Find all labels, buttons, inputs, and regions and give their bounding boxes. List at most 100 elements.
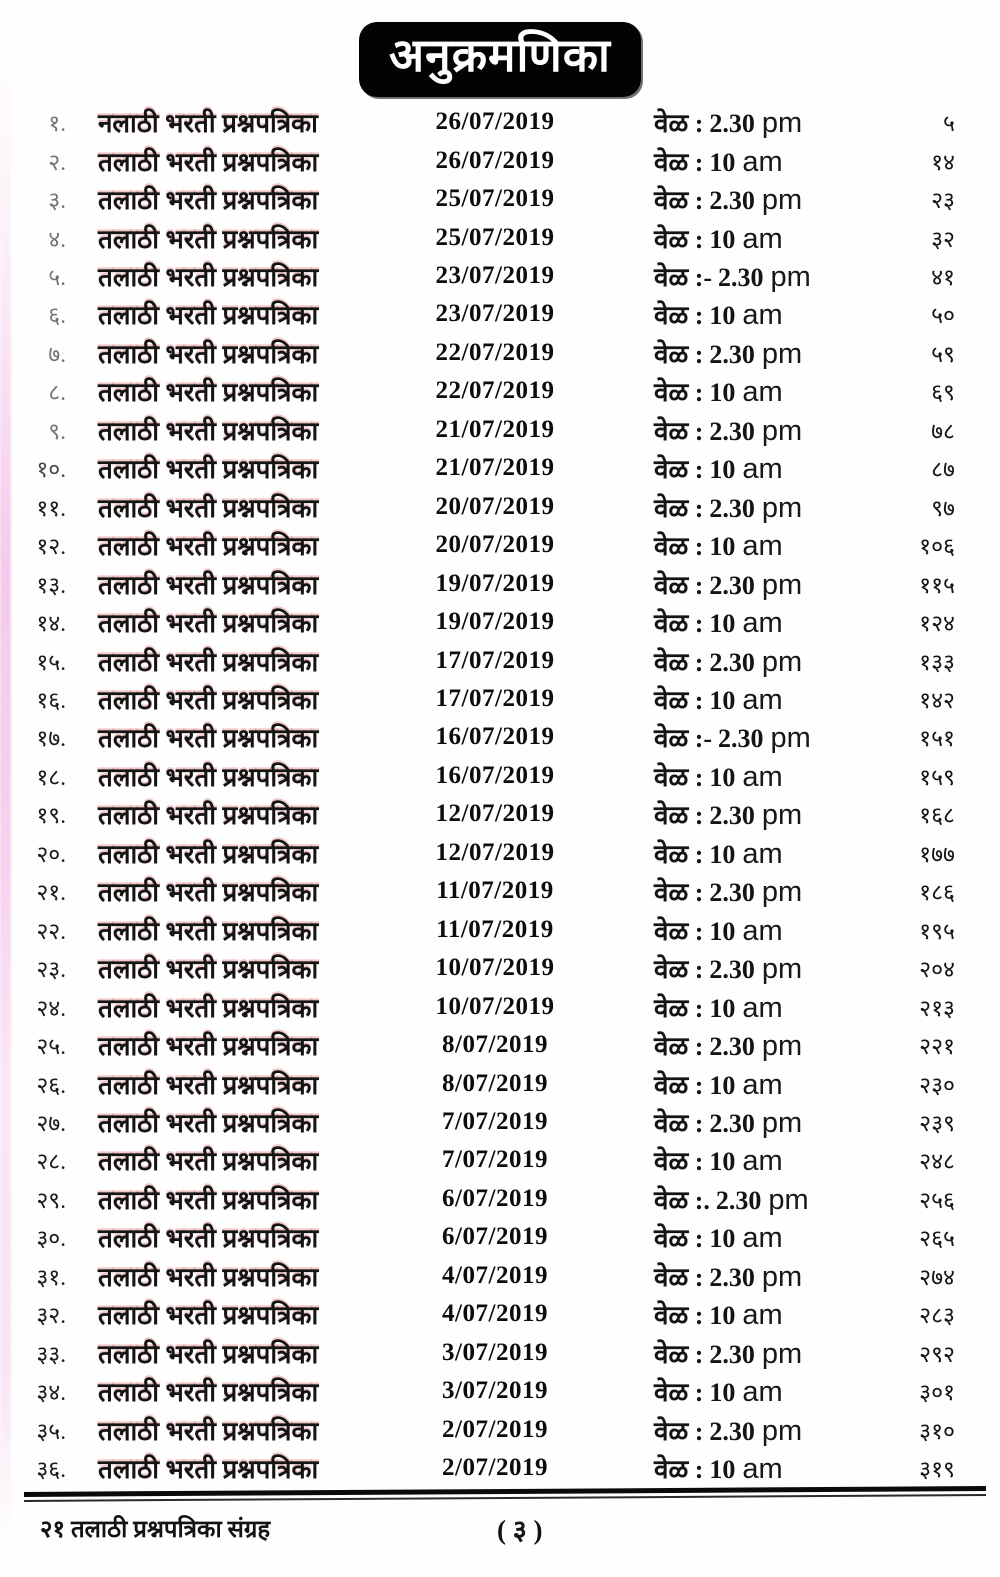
- row-title: तलाठी भरती प्रश्नपत्रिका: [98, 1455, 319, 1485]
- row-page: ११५: [919, 572, 955, 598]
- time-value: 10: [709, 1070, 736, 1100]
- row-date: 20/07/2019: [435, 531, 555, 559]
- time-value: 10: [709, 993, 736, 1023]
- footer-book-title: २१ तलाठी प्रश्नपत्रिका संग्रह: [40, 1517, 271, 1543]
- row-time: वेळ :10 am: [620, 835, 870, 871]
- row-date: 2/07/2019: [442, 1454, 548, 1482]
- time-ampm: pm: [761, 1337, 803, 1370]
- row-date: 4/07/2019: [442, 1300, 548, 1328]
- table-row: १३. तलाठी भरती प्रश्नपत्रिका 19/07/2019 …: [0, 564, 1000, 602]
- row-time: वेळ :2.30 pm: [620, 489, 870, 525]
- table-row: १२. तलाठी भरती प्रश्नपत्रिका 20/07/2019 …: [0, 526, 1000, 564]
- time-label: वेळ :.: [654, 1185, 710, 1215]
- row-title: तलाठी भरती प्रश्नपत्रिका: [98, 609, 319, 639]
- row-serial: १४.: [36, 611, 66, 637]
- row-page: १९५: [919, 918, 955, 944]
- row-title: तलाठी भरती प्रश्नपत्रिका: [98, 955, 319, 985]
- row-date: 8/07/2019: [442, 1069, 548, 1097]
- row-serial: २५.: [36, 1034, 66, 1060]
- row-time: वेळ :10 am: [620, 450, 870, 486]
- time-label: वेळ :: [654, 147, 704, 177]
- time-label: वेळ :: [654, 1070, 704, 1100]
- time-ampm: am: [742, 145, 783, 178]
- row-title: तलाठी भरती प्रश्नपत्रिका: [98, 1147, 319, 1177]
- row-time: वेळ :10 am: [620, 1450, 870, 1486]
- row-time: वेळ :10 am: [620, 758, 870, 794]
- row-serial: २.: [48, 149, 66, 175]
- row-page: ९७: [931, 495, 955, 521]
- time-label: वेळ :: [654, 109, 704, 139]
- row-title: तलाठी भरती प्रश्नपत्रिका: [98, 647, 319, 677]
- time-label: वेळ :: [654, 609, 704, 639]
- row-title: तलाठी भरती प्रश्नपत्रिका: [98, 993, 319, 1023]
- page-footer: २१ तलाठी प्रश्नपत्रिका संग्रह ( ३ ): [0, 1510, 1000, 1560]
- table-row: ३३. तलाठी भरती प्रश्नपत्रिका 3/07/2019 व…: [0, 1334, 1000, 1372]
- row-page: २५६: [919, 1187, 955, 1213]
- time-ampm: pm: [761, 337, 803, 370]
- row-time: वेळ :10 am: [620, 527, 870, 563]
- time-label: वेळ :: [654, 1032, 704, 1062]
- time-value: 2.30: [718, 263, 764, 293]
- time-value: 10: [709, 1224, 736, 1254]
- index-table: १. नलाठी भरती प्रश्नपत्रिका 26/07/2019 व…: [0, 103, 1000, 1487]
- table-row: १५. तलाठी भरती प्रश्नपत्रिका 17/07/2019 …: [0, 641, 1000, 679]
- row-page: २२१: [919, 1034, 955, 1060]
- time-ampm: pm: [761, 1414, 803, 1447]
- row-date: 2/07/2019: [442, 1415, 548, 1443]
- row-time: वेळ :2.30 pm: [620, 335, 870, 371]
- row-date: 6/07/2019: [442, 1184, 548, 1212]
- row-page: २८३: [919, 1303, 955, 1329]
- row-page: १४: [931, 149, 955, 175]
- row-date: 23/07/2019: [435, 300, 555, 328]
- row-date: 16/07/2019: [435, 761, 555, 789]
- row-serial: २९.: [36, 1187, 66, 1213]
- table-row: २५. तलाठी भरती प्रश्नपत्रिका 8/07/2019 व…: [0, 1026, 1000, 1064]
- row-date: 22/07/2019: [435, 377, 555, 405]
- row-date: 23/07/2019: [435, 262, 555, 290]
- row-serial: ३३.: [36, 1341, 66, 1367]
- row-date: 11/07/2019: [436, 915, 554, 943]
- row-serial: १८.: [36, 764, 66, 790]
- time-label: वेळ :: [654, 647, 704, 677]
- row-time: वेळ :- 2.30 pm: [620, 258, 870, 294]
- time-value: 2.30: [709, 647, 755, 677]
- time-value: 2.30: [709, 493, 755, 523]
- row-page: ५९: [931, 341, 955, 367]
- time-value: 2.30: [715, 1185, 762, 1215]
- time-label: वेळ :: [654, 301, 704, 331]
- time-value: 10: [709, 1378, 736, 1408]
- time-value: 2.30: [718, 724, 764, 754]
- row-title: तलाठी भरती प्रश्नपत्रिका: [98, 455, 319, 485]
- row-time: वेळ :2.30 pm: [620, 566, 870, 602]
- row-time: वेळ :10 am: [620, 604, 870, 640]
- time-value: 10: [709, 147, 736, 177]
- row-time: वेळ :2.30 pm: [620, 1027, 870, 1063]
- row-title: तलाठी भरती प्रश्नपत्रिका: [98, 339, 319, 369]
- table-row: १७. तलाठी भरती प्रश्नपत्रिका 16/07/2019 …: [0, 718, 1000, 756]
- row-time: वेळ :10 am: [620, 989, 870, 1025]
- row-page: ५: [943, 111, 955, 137]
- time-label: वेळ :: [654, 416, 704, 446]
- row-date: 12/07/2019: [435, 838, 555, 866]
- row-time: वेळ :2.30 pm: [620, 1412, 870, 1448]
- row-serial: १५.: [36, 649, 66, 675]
- table-row: ६. तलाठी भरती प्रश्नपत्रिका 23/07/2019 व…: [0, 295, 1000, 333]
- row-date: 25/07/2019: [435, 223, 555, 251]
- row-time: वेळ :2.30 pm: [620, 643, 870, 679]
- row-serial: २६.: [36, 1072, 66, 1098]
- time-ampm: pm: [761, 799, 803, 832]
- time-value: 2.30: [709, 416, 755, 446]
- time-value: 10: [709, 224, 736, 254]
- row-title: तलाठी भरती प्रश्नपत्रिका: [98, 878, 319, 908]
- row-title: तलाठी भरती प्रश्नपत्रिका: [98, 147, 319, 177]
- time-value: 10: [709, 686, 736, 716]
- row-page: १०६: [919, 534, 955, 560]
- time-label: वेळ :: [654, 493, 704, 523]
- table-row: ९. तलाठी भरती प्रश्नपत्रिका 21/07/2019 व…: [0, 411, 1000, 449]
- row-page: २३०: [919, 1072, 955, 1098]
- time-value: 10: [709, 532, 736, 562]
- table-row: २४. तलाठी भरती प्रश्नपत्रिका 10/07/2019 …: [0, 987, 1000, 1025]
- time-label: वेळ :: [654, 686, 704, 716]
- title-banner: अनुक्रमणिका: [0, 22, 1000, 97]
- row-serial: ३२.: [36, 1303, 66, 1329]
